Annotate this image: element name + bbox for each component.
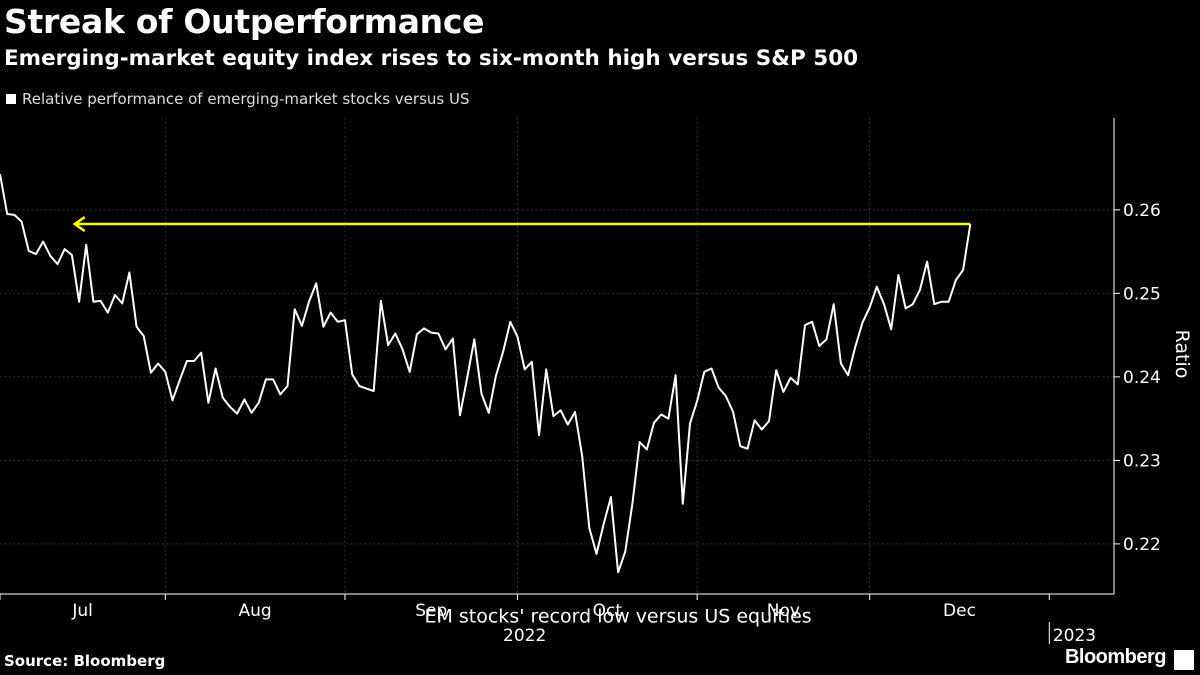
legend-label: Relative performance of emerging-market … (22, 90, 470, 108)
legend-swatch (6, 94, 16, 104)
x-tick-label: Jul (71, 601, 93, 621)
arrow-head-icon (72, 216, 86, 233)
y-tick-label: 0.23 (1123, 451, 1161, 471)
bloomberg-logo: Bloomberg (1064, 646, 1167, 668)
y-tick-label: 0.24 (1123, 368, 1161, 388)
record-low-annotation: EM stocks' record low versus US equities (424, 605, 811, 627)
y-axis-title: Ratio (1171, 330, 1193, 379)
x-tick-label: Oct (593, 601, 623, 621)
chart-title: Streak of Outperformance (4, 2, 485, 41)
y-tick-label: 0.26 (1123, 201, 1161, 221)
chart-subtitle: Emerging-market equity index rises to si… (4, 46, 859, 71)
y-tick-label: 0.22 (1123, 535, 1161, 555)
x-tick-label: Nov (767, 601, 800, 621)
x-tick-label: Sep (415, 601, 447, 621)
series-line (0, 173, 972, 574)
x-year-label: 2022 (503, 626, 546, 646)
source-note: Source: Bloomberg (4, 652, 166, 670)
bloomberg-mark-icon (1174, 650, 1194, 670)
chart-legend: Relative performance of emerging-market … (6, 90, 470, 108)
y-tick-label: 0.25 (1123, 284, 1161, 304)
x-tick-label: Aug (239, 601, 272, 621)
x-year-label: 2023 (1053, 626, 1096, 646)
x-tick-label: Dec (943, 601, 976, 621)
